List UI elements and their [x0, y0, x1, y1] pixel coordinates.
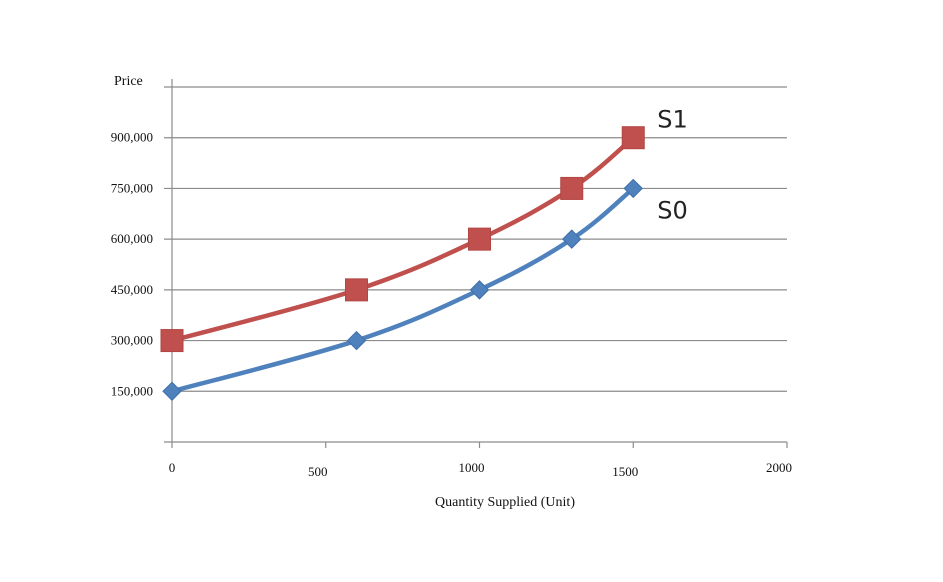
- y-axis-title: Price: [114, 74, 143, 89]
- series-line-s0: [169, 186, 636, 394]
- data-point-s0: [162, 381, 182, 401]
- x-axis-title: Quantity Supplied (Unit): [435, 495, 575, 510]
- data-point-s0: [562, 229, 582, 249]
- data-point-s1: [345, 278, 368, 302]
- y-tick-label: 900,000: [111, 130, 153, 145]
- x-tick-label: 2000: [766, 460, 792, 475]
- data-point-s0: [469, 280, 490, 300]
- data-point-s1: [160, 329, 184, 353]
- y-tick-label: 600,000: [111, 231, 153, 246]
- data-point-s0: [623, 178, 643, 199]
- axes: [164, 79, 788, 448]
- series: S1 S0: [160, 106, 688, 401]
- y-tick-label: 150,000: [111, 383, 153, 398]
- data-point-s1: [560, 176, 584, 200]
- y-tick-label: 300,000: [111, 333, 153, 348]
- data-point-s1: [621, 126, 645, 150]
- x-tick-label: 1500: [612, 464, 638, 479]
- series-s1: S1: [160, 106, 688, 353]
- x-tick-label: 500: [308, 464, 328, 479]
- data-point-s1: [468, 227, 491, 251]
- x-tick-label: 1000: [459, 460, 485, 475]
- tick-labels: 0 500 1000 1500 2000 150,000 300,000 450,000 600…: [111, 130, 792, 479]
- y-tick-label: 450,000: [111, 282, 153, 297]
- y-tick-label: 750,000: [111, 180, 153, 195]
- series-s0: S0: [162, 178, 688, 401]
- series-name-label: S1: [657, 106, 688, 134]
- series-name-label: S0: [657, 196, 688, 224]
- data-point-s0: [346, 330, 367, 351]
- x-tick-label: 0: [169, 460, 176, 475]
